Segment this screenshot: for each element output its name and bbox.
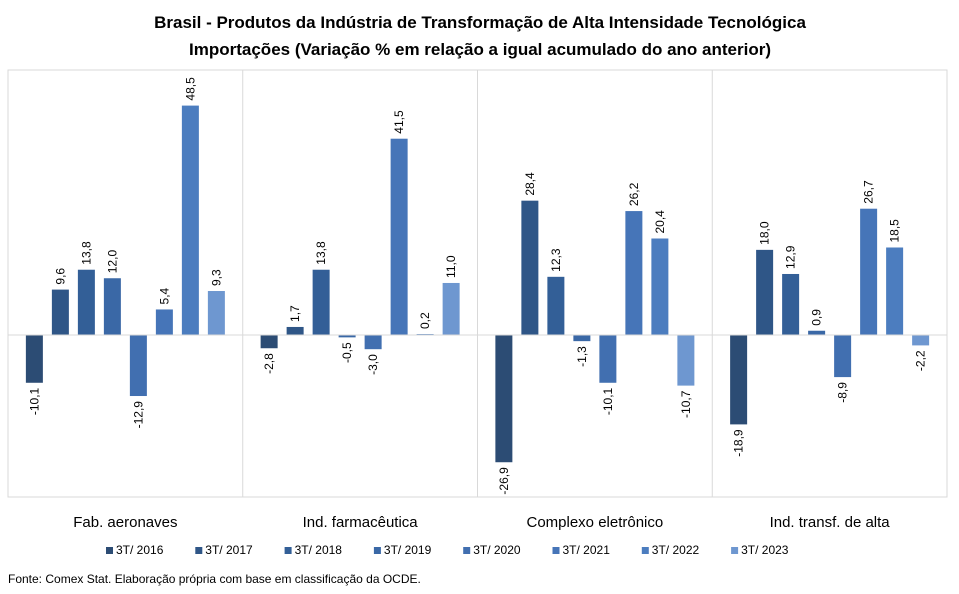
bar	[521, 200, 539, 335]
category-label: Ind. transf. de alta	[770, 514, 891, 531]
bar	[155, 309, 173, 335]
data-label: 0,9	[810, 309, 824, 326]
data-label: 18,5	[888, 219, 902, 243]
bar	[730, 335, 748, 425]
bar	[312, 269, 330, 335]
legend-swatch	[641, 547, 649, 554]
category-label: Fab. aeronaves	[73, 514, 177, 531]
bar	[286, 326, 304, 335]
source-note: Fonte: Comex Stat. Elaboração própria co…	[8, 572, 421, 586]
category-label: Complexo eletrônico	[527, 514, 664, 531]
data-label: -10,1	[601, 387, 615, 415]
data-label: 12,9	[784, 245, 798, 269]
legend-label: 3T/ 2020	[473, 543, 521, 557]
bar	[651, 238, 669, 335]
data-label: 41,5	[392, 110, 406, 134]
bar	[77, 269, 95, 335]
bar	[547, 276, 565, 335]
data-label: 0,2	[418, 312, 432, 329]
data-label: 20,4	[653, 210, 667, 234]
bar	[364, 335, 382, 350]
bar	[573, 335, 591, 342]
bar	[181, 105, 199, 335]
data-label: -26,9	[497, 467, 511, 495]
bar	[677, 335, 695, 386]
data-label: -12,9	[131, 401, 145, 429]
data-label: -8,9	[836, 382, 850, 403]
legend-label: 3T/ 2019	[384, 543, 432, 557]
data-label: 1,7	[288, 305, 302, 322]
legend-swatch	[552, 547, 560, 554]
legend-label: 3T/ 2022	[652, 543, 700, 557]
data-label: -18,9	[732, 429, 746, 457]
legend-label: 3T/ 2018	[295, 543, 343, 557]
bar	[103, 278, 121, 335]
data-label: 26,2	[627, 182, 641, 206]
category-label: Ind. farmacêutica	[303, 514, 419, 531]
bar	[834, 335, 852, 378]
data-label: 13,8	[79, 241, 93, 265]
legend-swatch	[106, 547, 113, 554]
legend-label: 3T/ 2023	[741, 543, 789, 557]
data-label: -10,7	[679, 390, 693, 418]
bar	[886, 247, 904, 335]
data-label: -2,8	[262, 353, 276, 374]
chart-title: Brasil - Produtos da Indústria de Transf…	[154, 13, 806, 32]
data-label: -3,0	[366, 354, 380, 375]
legend-swatch	[284, 547, 292, 554]
chart-subtitle: Importações (Variação % em relação a igu…	[189, 40, 771, 59]
bar	[782, 273, 800, 335]
bar	[599, 335, 617, 383]
data-label: -1,3	[575, 346, 589, 367]
legend-label: 3T/ 2016	[116, 543, 164, 557]
bar	[442, 282, 460, 335]
legend-label: 3T/ 2021	[563, 543, 611, 557]
legend-label: 3T/ 2017	[205, 543, 253, 557]
data-label: -10,1	[27, 387, 41, 415]
bar	[129, 335, 147, 397]
data-label: 13,8	[314, 241, 328, 265]
bar	[756, 249, 774, 335]
data-label: -0,5	[340, 342, 354, 363]
data-label: 28,4	[523, 172, 537, 196]
legend-swatch	[195, 547, 203, 554]
bar	[51, 289, 69, 335]
data-label: 48,5	[183, 77, 197, 101]
bar	[860, 208, 878, 335]
legend-swatch	[373, 547, 381, 554]
bar	[25, 335, 43, 383]
data-label: 9,3	[209, 269, 223, 286]
bar	[495, 335, 513, 463]
legend-swatch	[731, 547, 739, 554]
data-label: 26,7	[862, 180, 876, 204]
bar	[912, 335, 930, 346]
bar	[338, 335, 356, 338]
data-label: 18,0	[758, 221, 772, 245]
bar	[260, 335, 278, 349]
bar	[390, 138, 408, 335]
legend: 3T/ 2016 3T/ 2017 3T/ 2018 3T/ 2019 3T/ 2020…	[106, 543, 789, 557]
plot-area: -10,1 9,6 13,8 12,0 -12,9 5,4 48,5 9,3 Fab. aero…	[7, 69, 948, 531]
data-label: 12,3	[549, 248, 563, 272]
bar	[625, 211, 643, 335]
data-label: 5,4	[157, 287, 171, 304]
bar	[808, 330, 826, 335]
data-label: -2,2	[914, 350, 928, 371]
data-label: 12,0	[105, 250, 119, 274]
bar	[207, 291, 225, 335]
data-label: 9,6	[53, 268, 67, 285]
legend-swatch	[463, 547, 471, 554]
data-label: 11,0	[444, 255, 458, 278]
